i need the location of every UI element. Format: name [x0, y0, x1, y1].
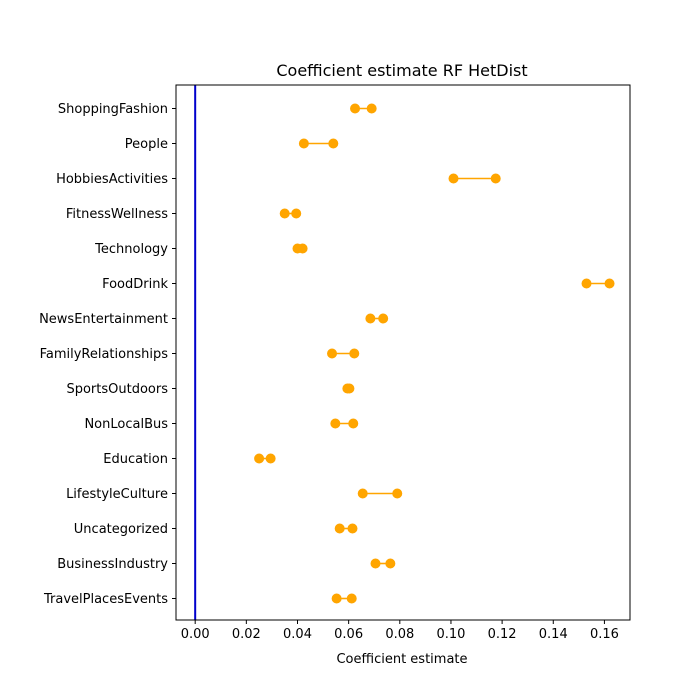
x-tick-label: 0.08 — [385, 627, 414, 642]
high-point — [328, 138, 339, 149]
high-point — [291, 208, 302, 219]
plot-frame — [175, 84, 631, 621]
x-tick-label: 0.12 — [488, 627, 517, 642]
low-point — [350, 103, 361, 114]
y-tick-label: Technology — [94, 242, 168, 257]
high-point — [347, 523, 358, 534]
x-axis-label: Coefficient estimate — [336, 652, 467, 667]
y-tick-label: HobbiesActivities — [56, 172, 168, 187]
x-tick-label: 0.14 — [539, 627, 568, 642]
x-tick-label: 0.16 — [590, 627, 619, 642]
x-tick-label: 0.06 — [334, 627, 363, 642]
low-point — [370, 558, 381, 569]
low-point — [279, 208, 290, 219]
y-tick-label: ShoppingFashion — [58, 102, 168, 117]
y-tick-label: BusinessIndustry — [57, 557, 168, 572]
high-point — [392, 488, 403, 499]
high-point — [297, 243, 308, 254]
high-point — [349, 348, 360, 359]
y-tick-label: SportsOutdoors — [66, 382, 168, 397]
plot-area: 0.00 0.02 0.04 0.06 0.08 0.10 0.12 0.14 0.16 Shop… — [39, 85, 619, 642]
y-tick-label: FamilyRelationships — [40, 347, 169, 362]
x-tick-label: 0.04 — [283, 627, 312, 642]
low-point — [254, 453, 265, 464]
x-tick-label: 0.02 — [232, 627, 261, 642]
high-point — [346, 593, 357, 604]
low-point — [365, 313, 376, 324]
y-tick-label: FoodDrink — [102, 277, 168, 292]
high-point — [344, 383, 355, 394]
low-point — [330, 418, 341, 429]
y-tick-label: NewsEntertainment — [39, 312, 168, 327]
y-tick-label: TravelPlacesEvents — [43, 592, 168, 607]
high-point — [604, 278, 615, 289]
high-point — [348, 418, 359, 429]
x-tick-label: 0.10 — [436, 627, 465, 642]
low-point — [327, 348, 338, 359]
low-point — [357, 488, 368, 499]
y-tick-label: People — [125, 137, 168, 152]
high-point — [490, 173, 501, 184]
y-tick-label: NonLocalBus — [84, 417, 168, 432]
low-point — [334, 523, 345, 534]
x-tick-label: 0.00 — [181, 627, 210, 642]
high-point — [385, 558, 396, 569]
y-tick-label: Education — [103, 452, 168, 467]
chart-title: Coefficient estimate RF HetDist — [276, 61, 527, 80]
y-tick-label: FitnessWellness — [66, 207, 168, 222]
low-point — [581, 278, 592, 289]
high-point — [366, 103, 377, 114]
y-tick-label: Uncategorized — [74, 522, 168, 537]
high-point — [265, 453, 276, 464]
low-point — [331, 593, 342, 604]
y-tick-label: LifestyleCulture — [66, 487, 168, 502]
low-point — [448, 173, 459, 184]
low-point — [298, 138, 309, 149]
high-point — [378, 313, 389, 324]
